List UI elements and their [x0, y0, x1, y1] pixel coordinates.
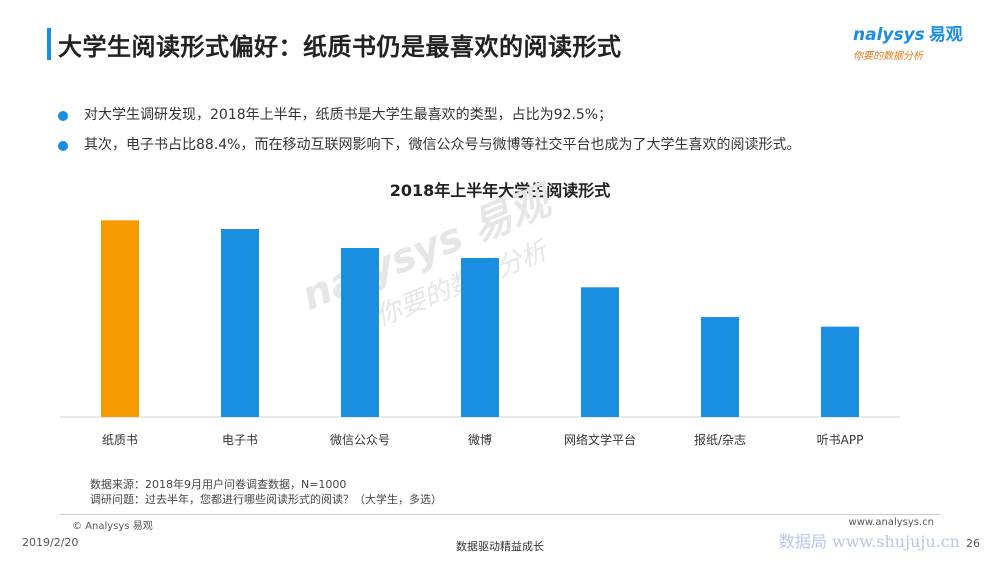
- title-accent-bar: [47, 28, 51, 60]
- bar-4: [581, 287, 619, 417]
- bullet-dot-icon: [58, 141, 68, 151]
- data-source-note: 数据来源：2018年9月用户问卷调查数据，N=1000: [90, 478, 347, 491]
- logo-slogan: 你要的数据分析: [853, 51, 923, 62]
- copyright-text: © Analysys 易观: [72, 521, 153, 532]
- bar-1: [221, 229, 259, 417]
- logo-brand: nalysys 易观: [853, 20, 978, 45]
- page-number: 26: [966, 537, 980, 550]
- page-title: 大学生阅读形式偏好：纸质书仍是最喜欢的阅读形式: [58, 33, 622, 61]
- website-link[interactable]: www.analysys.cn: [848, 517, 934, 528]
- bullet-text: 其次，电子书占比88.4%，而在移动互联网影响下，微信公众号与微博等社交平台也成…: [84, 137, 801, 153]
- bar-0: [101, 220, 139, 417]
- footer-slogan: 数据驱动精益成长: [456, 540, 544, 553]
- bar-5: [701, 317, 739, 417]
- summary-bullets: 对大学生调研发现，2018年上半年，纸质书是大学生最喜欢的类型，占比为92.5%…: [58, 103, 958, 163]
- x-tick-label: 电子书: [222, 433, 258, 447]
- bar-chart: 纸质书 电子书 微信公众号 微博 网络文学平台 报纸/杂志 听书APP: [60, 220, 900, 447]
- x-tick-label: 网络文学平台: [564, 432, 636, 447]
- bullet-item: 对大学生调研发现，2018年上半年，纸质书是大学生最喜欢的类型，占比为92.5%…: [58, 103, 958, 133]
- chart-notes: 数据来源：2018年9月用户问卷调查数据，N=1000 调研问题：过去半年，您都…: [90, 477, 442, 507]
- bar-2: [341, 247, 379, 417]
- x-tick-label: 微信公众号: [330, 433, 390, 447]
- x-tick-label: 听书APP: [817, 433, 864, 447]
- bullet-item: 其次，电子书占比88.4%，而在移动互联网影响下，微信公众号与微博等社交平台也成…: [58, 133, 958, 163]
- bullet-text: 对大学生调研发现，2018年上半年，纸质书是大学生最喜欢的类型，占比为92.5%…: [84, 107, 613, 123]
- chart-title: 2018年上半年大学生阅读形式: [389, 181, 611, 200]
- logo-brand-cn: 易观: [928, 25, 963, 45]
- bar-3: [461, 257, 499, 417]
- source-stamp: 数据局 www.shujuju.cn: [778, 532, 960, 551]
- x-tick-label: 纸质书: [102, 433, 138, 447]
- x-tick-label: 报纸/杂志: [694, 432, 746, 447]
- bullet-dot-icon: [58, 111, 68, 121]
- x-tick-label: 微博: [468, 432, 492, 447]
- bar-6: [821, 326, 859, 417]
- analysys-logo: nalysys 易观 你要的数据分析: [853, 20, 978, 66]
- logo-brand-en: nalysys: [853, 25, 925, 45]
- footer-divider: [60, 514, 940, 515]
- survey-question-note: 调研问题：过去半年，您都进行哪些阅读形式的阅读？（大学生，多选）: [90, 493, 442, 506]
- report-date: 2019/2/20: [22, 536, 79, 549]
